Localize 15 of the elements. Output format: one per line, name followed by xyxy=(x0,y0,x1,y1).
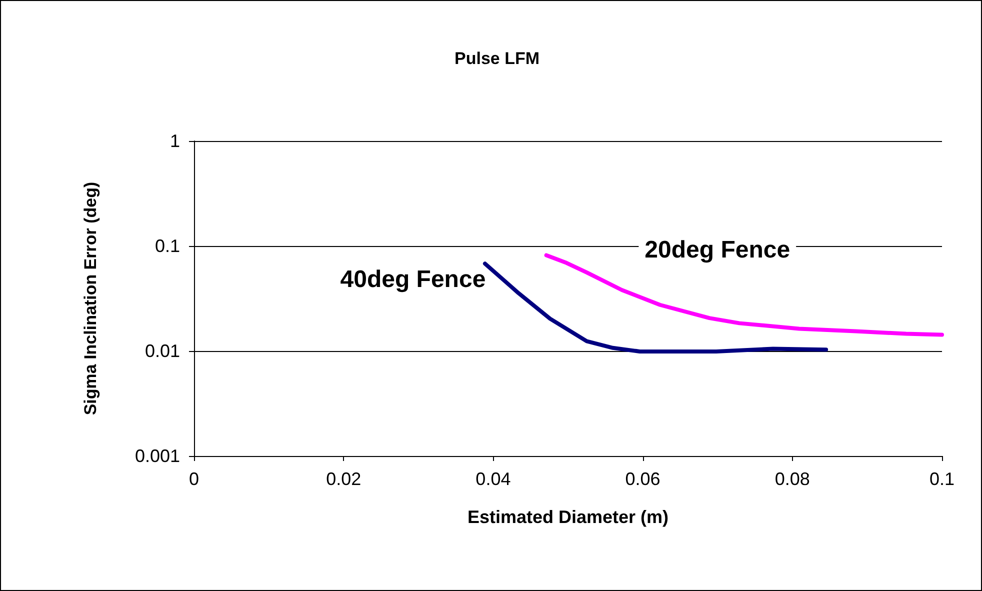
series-label: 20deg Fence xyxy=(644,236,790,264)
x-tick-label: 0.02 xyxy=(326,469,362,489)
x-tick-label: 0.1 xyxy=(929,469,955,489)
x-tick-label: 0.04 xyxy=(476,469,511,489)
x-tick-label: 0.06 xyxy=(625,469,660,489)
y-tick-label: 0.1 xyxy=(154,236,180,256)
x-axis-title: Estimated Diameter (m) xyxy=(467,507,669,527)
series-label: 40deg Fence xyxy=(340,266,486,294)
y-tick-label: 0.01 xyxy=(144,341,180,361)
y-tick-label: 1 xyxy=(170,131,180,151)
chart-title: Pulse LFM xyxy=(454,49,540,68)
x-tick-label: 0.08 xyxy=(774,469,810,489)
x-tick-label: 0 xyxy=(188,469,200,489)
y-axis-title: Sigma Inclination Error (deg) xyxy=(81,182,100,416)
y-tick-label: 0.001 xyxy=(134,446,180,466)
